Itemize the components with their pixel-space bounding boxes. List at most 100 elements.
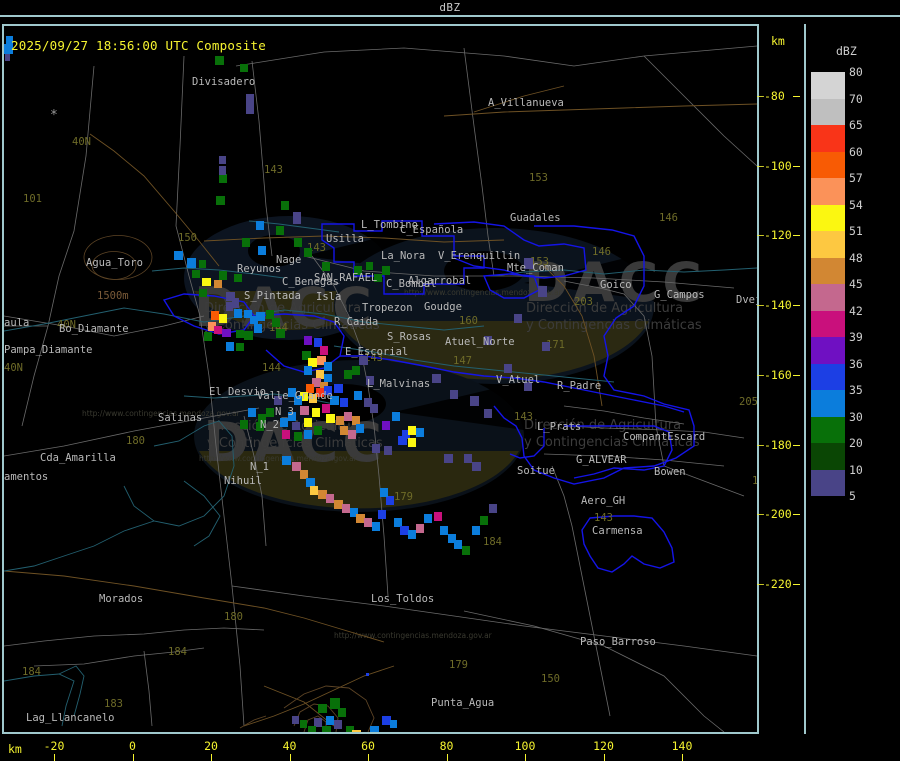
- radar-echo-pixel: [250, 316, 258, 324]
- place-label: S_Rosas: [387, 331, 432, 343]
- watermark-line2-a: y Contingencias Climáticas: [204, 318, 380, 333]
- radar-echo-pixel: [199, 289, 207, 297]
- radar-echo-pixel: [366, 262, 373, 270]
- x-axis-tick: 80: [439, 739, 454, 753]
- radar-echo-pixel: [288, 412, 296, 421]
- route-number-label: 184: [483, 536, 502, 548]
- radar-echo-pixel: [266, 310, 274, 319]
- x-axis-tick-mark: [54, 754, 55, 761]
- radar-echo-pixel: [216, 196, 225, 205]
- colorbar-band[interactable]: [811, 390, 845, 417]
- place-label: Agua_Toro: [86, 257, 143, 269]
- colorbar-band[interactable]: [811, 231, 845, 258]
- radar-echo-pixel: [192, 270, 200, 278]
- radar-echo-pixel: [236, 343, 244, 351]
- place-label: CompantEscard: [623, 431, 706, 443]
- colorbar-band[interactable]: [811, 310, 845, 337]
- radar-echo-pixel: [322, 404, 330, 413]
- y-axis-unit-label: km: [771, 34, 785, 48]
- radar-echo-pixel: [408, 438, 416, 447]
- colorbar-band[interactable]: [811, 469, 845, 496]
- colorbar-tick-label: 65: [849, 118, 863, 132]
- radar-echo-pixel: [416, 524, 424, 533]
- colorbar-band[interactable]: [811, 443, 845, 470]
- place-label: Isla: [316, 291, 342, 303]
- radar-echo-pixel: [432, 374, 441, 383]
- radar-echo-pixel: [348, 430, 356, 439]
- colorbar-band[interactable]: [811, 204, 845, 231]
- colorbar-band[interactable]: [811, 98, 845, 125]
- watermark-line2-c: y Contingencias Climáticas: [207, 436, 383, 451]
- radar-echo-pixel: [322, 262, 330, 271]
- colorbar-tick-label: 48: [849, 250, 863, 265]
- elevation-contour-label: 1500m: [97, 290, 129, 302]
- place-label: L_Tombino: [361, 219, 418, 231]
- watermark-url-d: http://www.contingencias.mendoza.gov.ar: [199, 454, 357, 463]
- radar-echo-pixel: [524, 258, 533, 269]
- radar-echo-pixel: [199, 260, 206, 268]
- radar-echo-pixel: [400, 526, 409, 535]
- colorbar-band[interactable]: [811, 72, 845, 99]
- route-number-label: 171: [546, 339, 565, 351]
- radar-echo-pixel: [226, 292, 235, 301]
- radar-map-canvas[interactable]: DACC DACC DACC Dirección de Agricultura …: [4, 26, 757, 732]
- y-axis-tick-mark: [793, 374, 800, 376]
- x-axis-tick: 40: [282, 739, 297, 753]
- x-axis-tick: 100: [514, 739, 536, 753]
- place-label: N_1: [250, 461, 269, 473]
- radar-echo-pixel: [454, 540, 462, 549]
- colorbar-strip[interactable]: [811, 72, 845, 496]
- radar-echo-pixel: [374, 274, 382, 282]
- radar-echo-pixel: [322, 726, 331, 732]
- radar-echo-pixel: [293, 212, 301, 224]
- radar-echo-pixel: [4, 44, 13, 54]
- place-label: Morados: [99, 593, 144, 605]
- place-label: Lag_Llancanelo: [26, 712, 115, 724]
- radar-echo-pixel: [219, 156, 226, 164]
- radar-echo-pixel: [484, 336, 492, 345]
- radar-echo-pixel: [334, 500, 343, 509]
- radar-echo-pixel: [294, 238, 302, 247]
- route-number-label: 179: [449, 659, 468, 671]
- window-title: dBZ: [439, 1, 461, 14]
- colorbar-band[interactable]: [811, 284, 845, 311]
- radar-echo-pixel: [386, 496, 394, 505]
- radar-echo-pixel: [288, 388, 296, 397]
- radar-echo-pixel: [292, 462, 301, 471]
- radar-echo-pixel: [356, 424, 364, 433]
- radar-echo-pixel: [316, 388, 324, 397]
- y-axis-tick-mark: [793, 96, 800, 97]
- radar-echo-pixel: [314, 718, 322, 727]
- colorbar-tick-label: 35: [849, 383, 863, 397]
- colorbar-band[interactable]: [811, 257, 845, 284]
- route-number-label: 146: [592, 246, 611, 258]
- colorbar-band[interactable]: [811, 337, 845, 364]
- radar-echo-pixel: [356, 514, 365, 523]
- colorbar-band[interactable]: [811, 151, 845, 178]
- radar-map-frame[interactable]: DACC DACC DACC Dirección de Agricultura …: [2, 24, 759, 734]
- place-label: Carmensa: [592, 525, 643, 537]
- colorbar-band[interactable]: [811, 363, 845, 390]
- colorbar-band[interactable]: [811, 416, 845, 443]
- place-label: Salinas: [158, 412, 203, 424]
- x-axis-tick-mark: [132, 754, 134, 761]
- radar-echo-pixel: [304, 418, 312, 427]
- radar-echo-pixel: [344, 370, 352, 379]
- radar-echo-pixel: [300, 406, 309, 415]
- radar-echo-pixel: [462, 546, 470, 555]
- colorbar-band[interactable]: [811, 178, 845, 205]
- route-number-label: 146: [659, 212, 678, 224]
- radar-echo-pixel: [219, 271, 227, 280]
- radar-echo-pixel: [380, 488, 388, 497]
- radar-echo-pixel: [354, 391, 362, 400]
- radar-echo-pixel: [214, 326, 222, 334]
- y-axis-tick: –-160: [757, 367, 792, 382]
- radar-echo-pixel: [244, 310, 252, 318]
- radar-echo-pixel: [424, 514, 432, 523]
- place-label: Goudge: [424, 301, 462, 313]
- colorbar-band[interactable]: [811, 125, 845, 152]
- route-number-label: 153: [530, 256, 549, 268]
- place-label: Soitue: [517, 465, 555, 477]
- route-number-label: 143: [514, 411, 533, 423]
